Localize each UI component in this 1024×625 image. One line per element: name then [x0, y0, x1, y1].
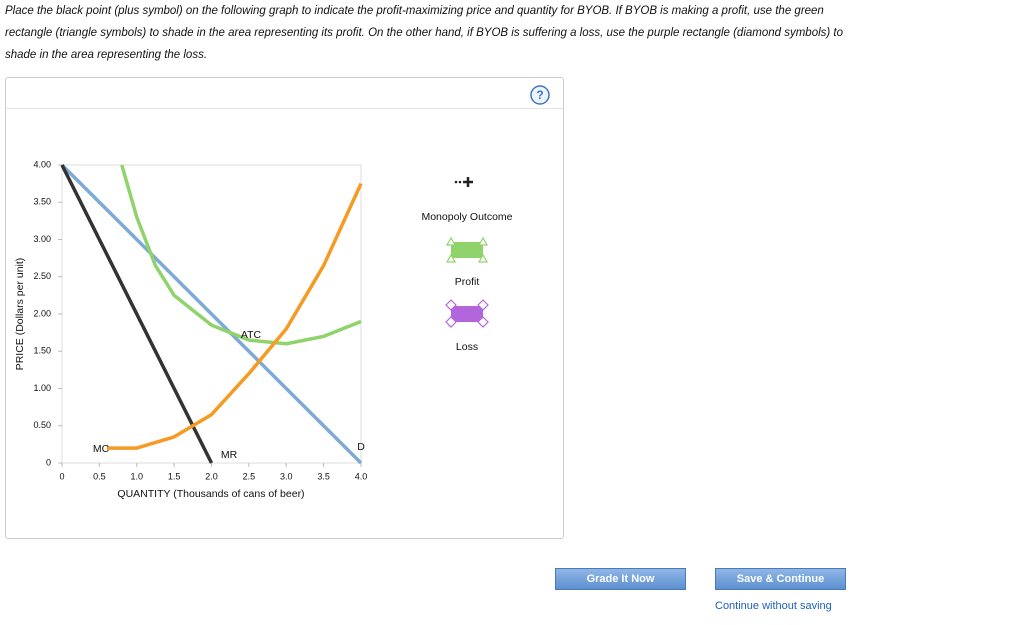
panel-header-rule [6, 108, 563, 109]
curve [60, 163, 363, 465]
curve [60, 164, 214, 464]
x-tick-label: 4.0 [355, 471, 368, 481]
curve [120, 164, 362, 346]
y-tick-label: 0 [46, 457, 51, 467]
y-tick-label: 3.50 [33, 197, 51, 207]
help-icon[interactable]: ? [536, 88, 543, 102]
curve [106, 182, 363, 450]
x-tick-label: 3.5 [317, 471, 330, 481]
save-button[interactable]: Save & Continue [715, 568, 846, 590]
tool-label[interactable]: Loss [456, 341, 478, 353]
y-tick-label: 1.50 [33, 346, 51, 356]
y-axis-label: PRICE (Dollars per unit) [14, 258, 26, 371]
x-axis-label: QUANTITY (Thousands of cans of beer) [117, 488, 304, 500]
y-tick-label: 1.00 [33, 383, 51, 393]
curve-label: MC [93, 443, 110, 455]
curve-label: ATC [241, 329, 262, 341]
x-tick-label: 2.0 [205, 471, 218, 481]
y-tick-label: 2.00 [33, 308, 51, 318]
continue-link[interactable]: Continue without saving [715, 600, 832, 612]
y-tick-label: 3.00 [33, 234, 51, 244]
tool-label[interactable]: Monopoly Outcome [421, 211, 512, 223]
y-tick-label: 4.00 [33, 159, 51, 169]
grade-button[interactable]: Grade It Now [555, 568, 686, 590]
x-tick-label: 1.0 [130, 471, 143, 481]
graph-panel [5, 77, 564, 539]
y-tick-label: 2.50 [33, 271, 51, 281]
x-tick-label: 1.5 [168, 471, 181, 481]
instructions: Place the black point (plus symbol) on t… [5, 5, 844, 61]
y-tick-label: 0.50 [33, 420, 51, 430]
x-tick-label: 0 [59, 471, 64, 481]
tool-label[interactable]: Profit [455, 276, 480, 288]
tool-monopoly-icon[interactable] [454, 177, 473, 187]
help-button[interactable] [530, 85, 550, 105]
curve-label: D [357, 441, 365, 453]
x-tick-label: 2.5 [243, 471, 256, 481]
curve-label: MR [221, 449, 238, 461]
x-tick-label: 0.5 [93, 471, 106, 481]
tool-loss-icon[interactable] [445, 299, 489, 328]
tool-profit-icon[interactable] [445, 236, 489, 263]
x-tick-label: 3.0 [280, 471, 293, 481]
